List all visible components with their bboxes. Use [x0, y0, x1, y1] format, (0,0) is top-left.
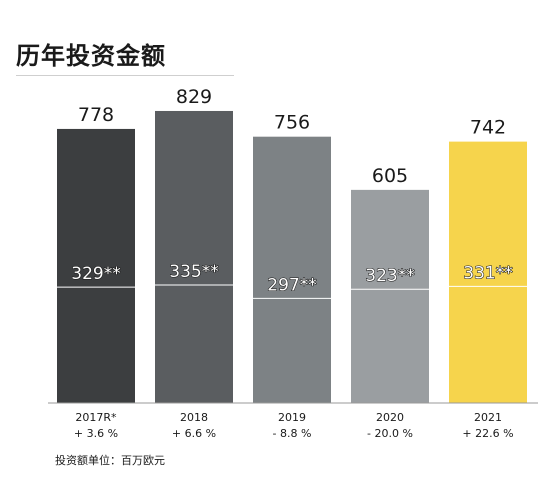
bars-layer: [57, 110, 527, 403]
unit-note: 投资额单位：百万欧元: [55, 454, 165, 467]
bar-2019: [253, 136, 331, 403]
value-label: 829: [176, 86, 212, 108]
value-label: 756: [274, 112, 310, 134]
growth-label: + 6.6 %: [172, 427, 216, 440]
category-label: 2020: [376, 411, 404, 424]
title-divider: [16, 75, 234, 76]
inner-value-label: 329**: [71, 264, 120, 284]
inner-value-label: 331**: [463, 263, 512, 283]
inner-value-label: 335**: [169, 262, 218, 282]
category-label: 2017R*: [75, 411, 117, 424]
bar-2018: [155, 110, 233, 403]
value-label: 778: [78, 104, 114, 126]
growth-label: + 22.6 %: [462, 427, 513, 440]
category-label: 2021: [474, 411, 502, 424]
growth-label: + 3.6 %: [74, 427, 118, 440]
labels-layer: 329** 778 2017R* + 3.6 % 335** 829 2018 + 6.6 %…: [71, 86, 514, 440]
category-label: 2019: [278, 411, 306, 424]
bar-2021: [449, 141, 527, 403]
category-label: 2018: [180, 411, 208, 424]
inner-value-label: 323**: [365, 266, 414, 286]
chart-title: 历年投资金额: [16, 42, 166, 70]
bar-2020: [351, 189, 429, 403]
bar-2017R*: [57, 128, 135, 403]
value-label: 605: [372, 165, 408, 187]
growth-label: - 20.0 %: [367, 427, 413, 440]
value-label: 742: [470, 117, 506, 139]
inner-value-label: 297**: [267, 275, 316, 295]
growth-label: - 8.8 %: [273, 427, 312, 440]
